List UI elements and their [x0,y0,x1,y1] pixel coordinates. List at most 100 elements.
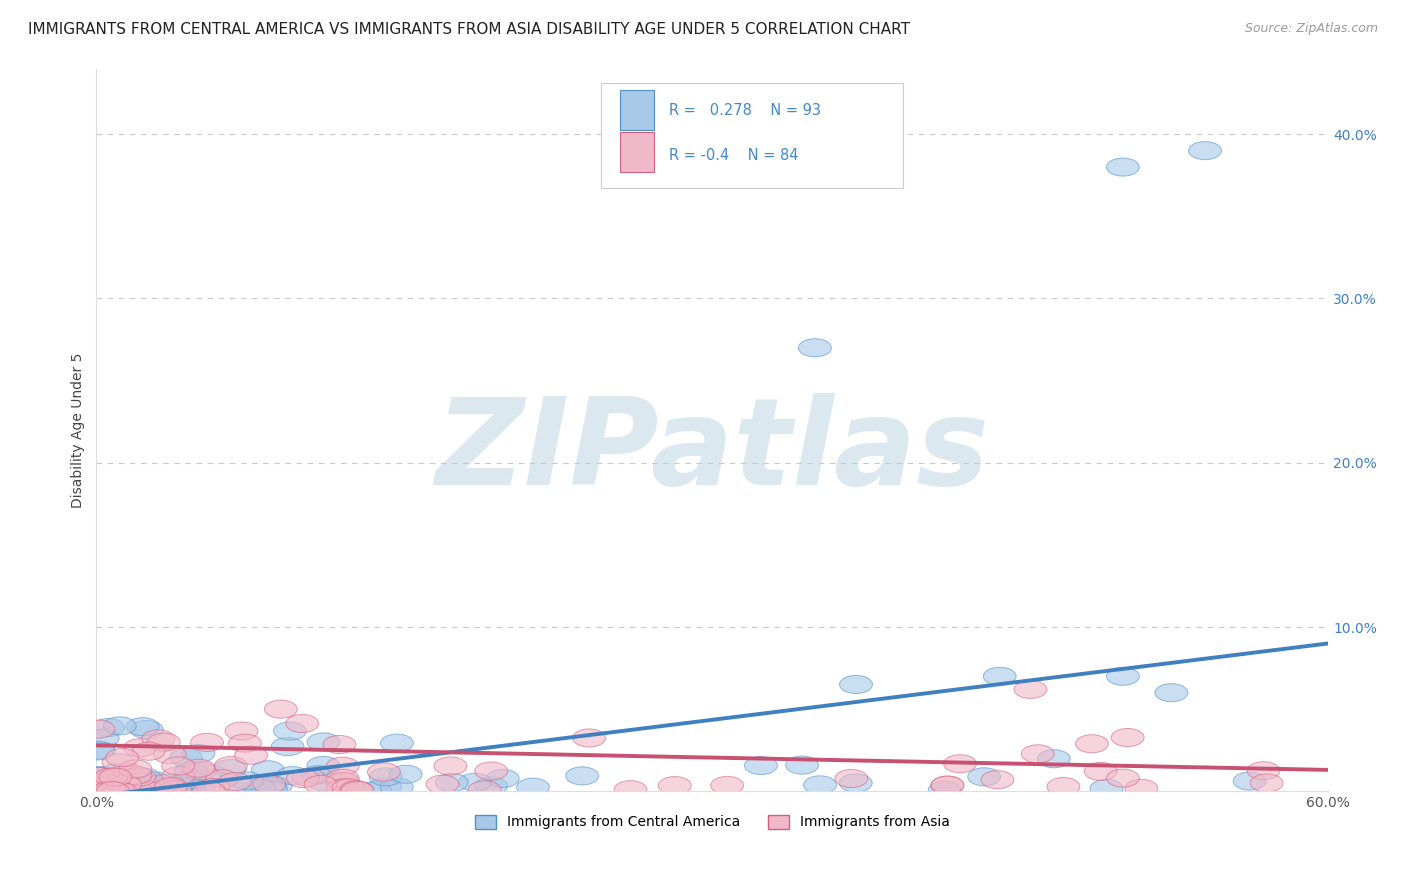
Ellipse shape [292,768,325,786]
Ellipse shape [658,777,692,795]
Ellipse shape [153,746,186,764]
Ellipse shape [277,766,309,785]
Ellipse shape [142,730,174,747]
Ellipse shape [108,775,142,793]
Ellipse shape [145,775,177,793]
Ellipse shape [162,767,194,785]
Ellipse shape [132,742,165,760]
Ellipse shape [572,729,606,747]
Ellipse shape [804,776,837,794]
Ellipse shape [839,675,872,694]
Ellipse shape [458,773,492,791]
Ellipse shape [214,759,246,778]
Ellipse shape [304,775,337,794]
Ellipse shape [516,778,550,797]
Ellipse shape [967,768,1001,786]
Ellipse shape [101,780,134,799]
Ellipse shape [1021,745,1054,763]
Ellipse shape [380,778,413,796]
Ellipse shape [468,780,501,799]
Ellipse shape [120,766,152,784]
Ellipse shape [162,757,194,775]
Ellipse shape [128,781,162,799]
Ellipse shape [1014,681,1047,698]
Ellipse shape [254,777,287,796]
Ellipse shape [122,768,156,786]
Ellipse shape [105,771,139,789]
Ellipse shape [127,718,159,736]
Ellipse shape [983,667,1017,685]
Ellipse shape [326,772,359,790]
Ellipse shape [82,767,115,786]
Ellipse shape [711,776,744,795]
Ellipse shape [167,774,201,792]
Ellipse shape [155,777,187,796]
Ellipse shape [111,764,145,781]
Ellipse shape [475,777,508,795]
Ellipse shape [786,756,818,774]
Ellipse shape [105,748,139,766]
Ellipse shape [191,733,224,751]
Ellipse shape [194,765,226,783]
Ellipse shape [1125,780,1157,797]
Ellipse shape [131,721,163,739]
Ellipse shape [214,756,247,774]
Ellipse shape [475,762,508,780]
Ellipse shape [129,777,162,796]
Text: ZIPatlas: ZIPatlas [436,393,990,510]
Ellipse shape [183,759,215,777]
Ellipse shape [436,773,468,791]
Ellipse shape [110,769,142,787]
Ellipse shape [82,768,115,786]
Ellipse shape [839,774,872,792]
Ellipse shape [82,720,115,738]
Ellipse shape [326,757,359,775]
Ellipse shape [1076,735,1108,753]
Ellipse shape [332,779,366,797]
Ellipse shape [235,747,267,764]
Ellipse shape [1188,142,1222,160]
Ellipse shape [981,771,1014,789]
Ellipse shape [218,772,252,790]
Ellipse shape [229,734,262,752]
Ellipse shape [1107,769,1139,787]
Ellipse shape [101,772,134,790]
Ellipse shape [931,776,965,794]
Ellipse shape [323,736,356,754]
Ellipse shape [359,781,391,800]
Ellipse shape [93,771,127,789]
Ellipse shape [326,772,359,790]
Ellipse shape [928,781,962,799]
Ellipse shape [120,760,152,778]
Ellipse shape [125,772,159,790]
Ellipse shape [307,756,340,774]
Ellipse shape [114,779,146,797]
Ellipse shape [96,781,128,799]
Ellipse shape [259,777,292,795]
Ellipse shape [368,778,402,796]
Ellipse shape [340,780,373,798]
Ellipse shape [231,772,263,789]
Ellipse shape [264,700,297,718]
Ellipse shape [943,755,977,772]
Ellipse shape [252,761,284,779]
Ellipse shape [565,767,599,785]
Ellipse shape [1084,763,1118,780]
Ellipse shape [84,773,118,791]
Ellipse shape [152,774,186,793]
Text: R = -0.4    N = 84: R = -0.4 N = 84 [669,148,799,162]
Ellipse shape [307,733,340,751]
Ellipse shape [174,782,207,800]
Ellipse shape [125,776,157,794]
Ellipse shape [160,778,193,796]
Ellipse shape [486,769,519,788]
Ellipse shape [82,742,115,760]
Ellipse shape [174,771,208,789]
Ellipse shape [835,770,868,788]
Ellipse shape [1047,778,1080,796]
Ellipse shape [100,764,132,782]
Ellipse shape [342,781,374,799]
Ellipse shape [97,781,129,800]
Ellipse shape [120,782,153,800]
Ellipse shape [98,778,131,796]
